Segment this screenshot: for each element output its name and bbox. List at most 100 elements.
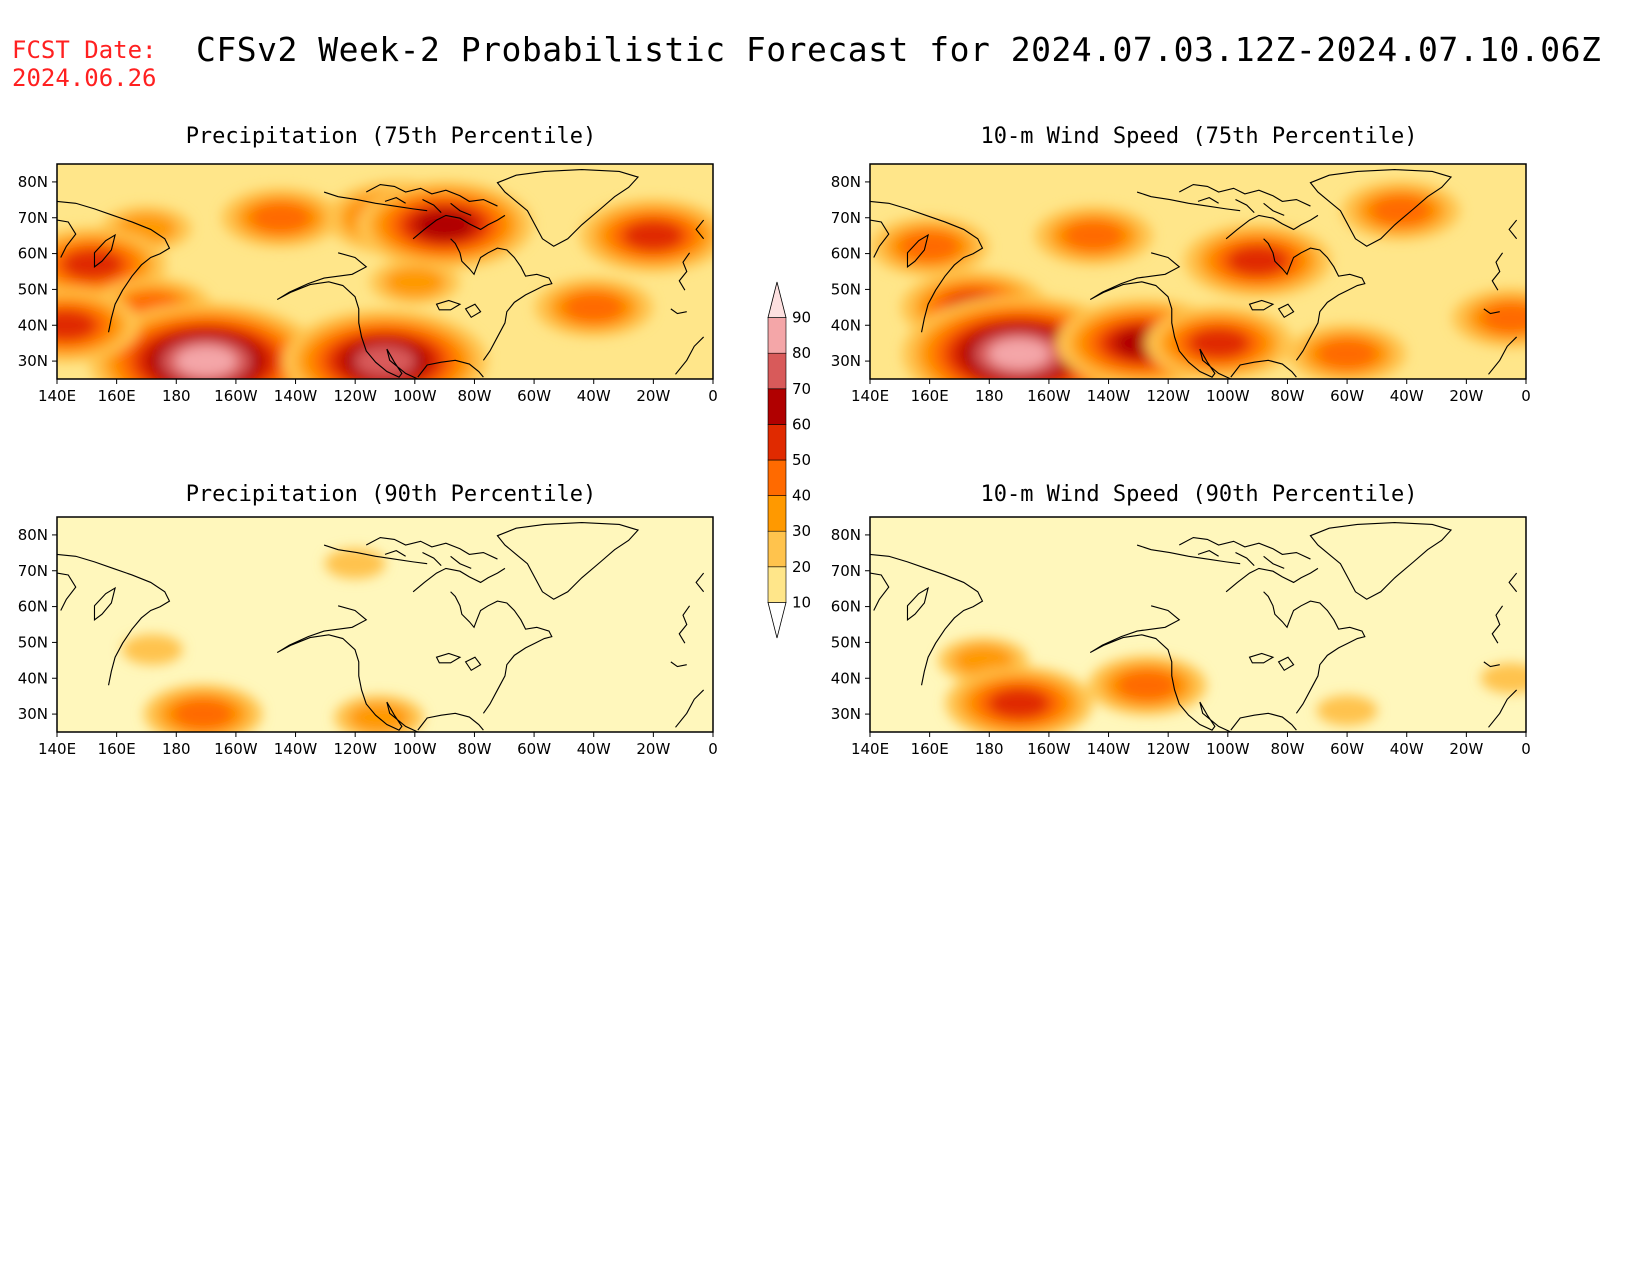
map-frame <box>869 516 1527 733</box>
probability-blob <box>622 220 684 251</box>
probability-blob <box>988 688 1050 719</box>
lon-tick-label: 180 <box>975 387 1004 405</box>
lon-tick-label: 100W <box>1206 740 1250 758</box>
colorbar-label: 20 <box>792 558 811 576</box>
lon-tick-label: 80W <box>457 740 491 758</box>
panel-title-precip75: Precipitation (75th Percentile) <box>185 124 597 149</box>
lon-tick-label: 140E <box>38 387 76 405</box>
lat-tick-label: 30N <box>18 352 48 370</box>
lon-tick-label: 160E <box>98 387 136 405</box>
lat-tick-label: 80N <box>831 173 861 191</box>
map-panel-precip90: 140E 160E 180 160W 140W 120W 100W 80W 60W 40W 20W 0… <box>18 516 718 758</box>
lat-tick-label: 80N <box>831 526 861 544</box>
page-title: CFSv2 Week-2 Probabilistic Forecast for … <box>196 30 1602 69</box>
lat-tick-label: 60N <box>831 245 861 263</box>
lat-tick-label: 30N <box>831 705 861 723</box>
lat-tick-label: 80N <box>18 173 48 191</box>
probability-blob <box>899 231 961 262</box>
lon-tick-label: 120W <box>1146 387 1190 405</box>
lon-tick-label: 0 <box>1521 740 1531 758</box>
colorbar: 10 20 30 40 50 60 70 80 90 <box>767 281 811 639</box>
probability-blob <box>563 292 625 323</box>
probability-blob <box>988 338 1050 370</box>
colorbar-segment <box>767 495 787 532</box>
lon-tick-label: 60W <box>517 740 551 758</box>
lon-tick-label: 0 <box>1521 387 1531 405</box>
probability-blob <box>1116 670 1178 701</box>
lon-tick-label: 120W <box>333 387 377 405</box>
lon-tick-label: 140W <box>1087 387 1131 405</box>
lon-tick-label: 140E <box>851 740 889 758</box>
lon-tick-label: 160E <box>911 740 949 758</box>
lon-tick-label: 120W <box>1146 740 1190 758</box>
lon-tick-label: 120W <box>333 740 377 758</box>
lon-tick-label: 140W <box>274 387 318 405</box>
colorbar-segment <box>767 388 787 425</box>
probability-blob <box>1316 695 1378 726</box>
probability-blob <box>57 310 97 341</box>
probability-blob <box>1188 327 1250 359</box>
lon-tick-label: 20W <box>636 740 670 758</box>
lon-tick-label: 100W <box>1206 387 1250 405</box>
probability-blob <box>348 702 410 732</box>
lon-tick-label: 0 <box>708 387 718 405</box>
lat-tick-label: 50N <box>18 280 48 298</box>
probability-blob <box>62 249 124 280</box>
probability-blob <box>1480 302 1526 334</box>
probability-blob <box>384 267 446 298</box>
colorbar-label: 80 <box>792 344 811 362</box>
probability-blob <box>250 202 312 233</box>
lon-tick-label: 60W <box>1330 387 1364 405</box>
colorbar-segment <box>767 281 787 319</box>
lon-tick-label: 140W <box>274 740 318 758</box>
panel-title-precip90: Precipitation (90th Percentile) <box>185 482 597 507</box>
probability-blob <box>122 634 183 665</box>
lat-tick-label: 80N <box>18 526 48 544</box>
probability-blob <box>1227 245 1289 276</box>
forecast-date-value: 2024.06.26 <box>12 64 157 92</box>
colorbar-label: 70 <box>792 380 811 398</box>
lon-tick-label: 160E <box>98 740 136 758</box>
lon-tick-label: 140E <box>38 740 76 758</box>
lon-tick-label: 40W <box>1390 740 1424 758</box>
probability-blob <box>414 209 476 241</box>
lon-tick-label: 60W <box>1330 740 1364 758</box>
forecast-date-block: FCST Date: 2024.06.26 <box>12 36 157 92</box>
probability-blob <box>1480 663 1526 694</box>
lat-tick-label: 70N <box>18 209 48 227</box>
map-panel-precip75: 140E 160E 180 160W 140W 120W 100W 80W 60W 40W 20W 0… <box>18 163 718 405</box>
lon-tick-label: 20W <box>636 387 670 405</box>
lon-tick-label: 0 <box>708 740 718 758</box>
lat-tick-label: 50N <box>831 280 861 298</box>
map-frame <box>869 163 1527 380</box>
colorbar-label: 30 <box>792 522 811 540</box>
colorbar-segment <box>767 566 787 603</box>
lon-tick-label: 180 <box>975 740 1004 758</box>
lat-tick-label: 60N <box>18 598 48 616</box>
lon-tick-label: 160W <box>1027 740 1071 758</box>
forecast-date-label: FCST Date: <box>12 36 157 64</box>
lat-tick-label: 40N <box>18 669 48 687</box>
colorbar-label: 60 <box>792 415 811 433</box>
colorbar-segment <box>767 602 787 639</box>
probability-blob <box>1370 195 1432 226</box>
lon-tick-label: 80W <box>1270 387 1304 405</box>
lat-tick-label: 60N <box>18 245 48 263</box>
colorbar-label: 10 <box>792 593 811 611</box>
lon-tick-label: 40W <box>577 387 611 405</box>
lon-tick-label: 160W <box>214 740 258 758</box>
colorbar-label: 50 <box>792 451 811 469</box>
lat-tick-label: 60N <box>831 598 861 616</box>
lat-tick-label: 40N <box>831 316 861 334</box>
lon-tick-label: 160E <box>911 387 949 405</box>
colorbar-segment <box>767 424 787 461</box>
panel-title-wind90: 10-m Wind Speed (90th Percentile) <box>980 482 1418 507</box>
lon-tick-label: 20W <box>1449 740 1483 758</box>
map-panel-wind75: 140E 160E 180 160W 140W 120W 100W 80W 60W 40W 20W 0… <box>831 163 1531 405</box>
lat-tick-label: 40N <box>831 669 861 687</box>
lon-tick-label: 140E <box>851 387 889 405</box>
probability-blob <box>952 645 1014 676</box>
lon-tick-label: 180 <box>162 387 191 405</box>
map-frame <box>56 163 714 380</box>
